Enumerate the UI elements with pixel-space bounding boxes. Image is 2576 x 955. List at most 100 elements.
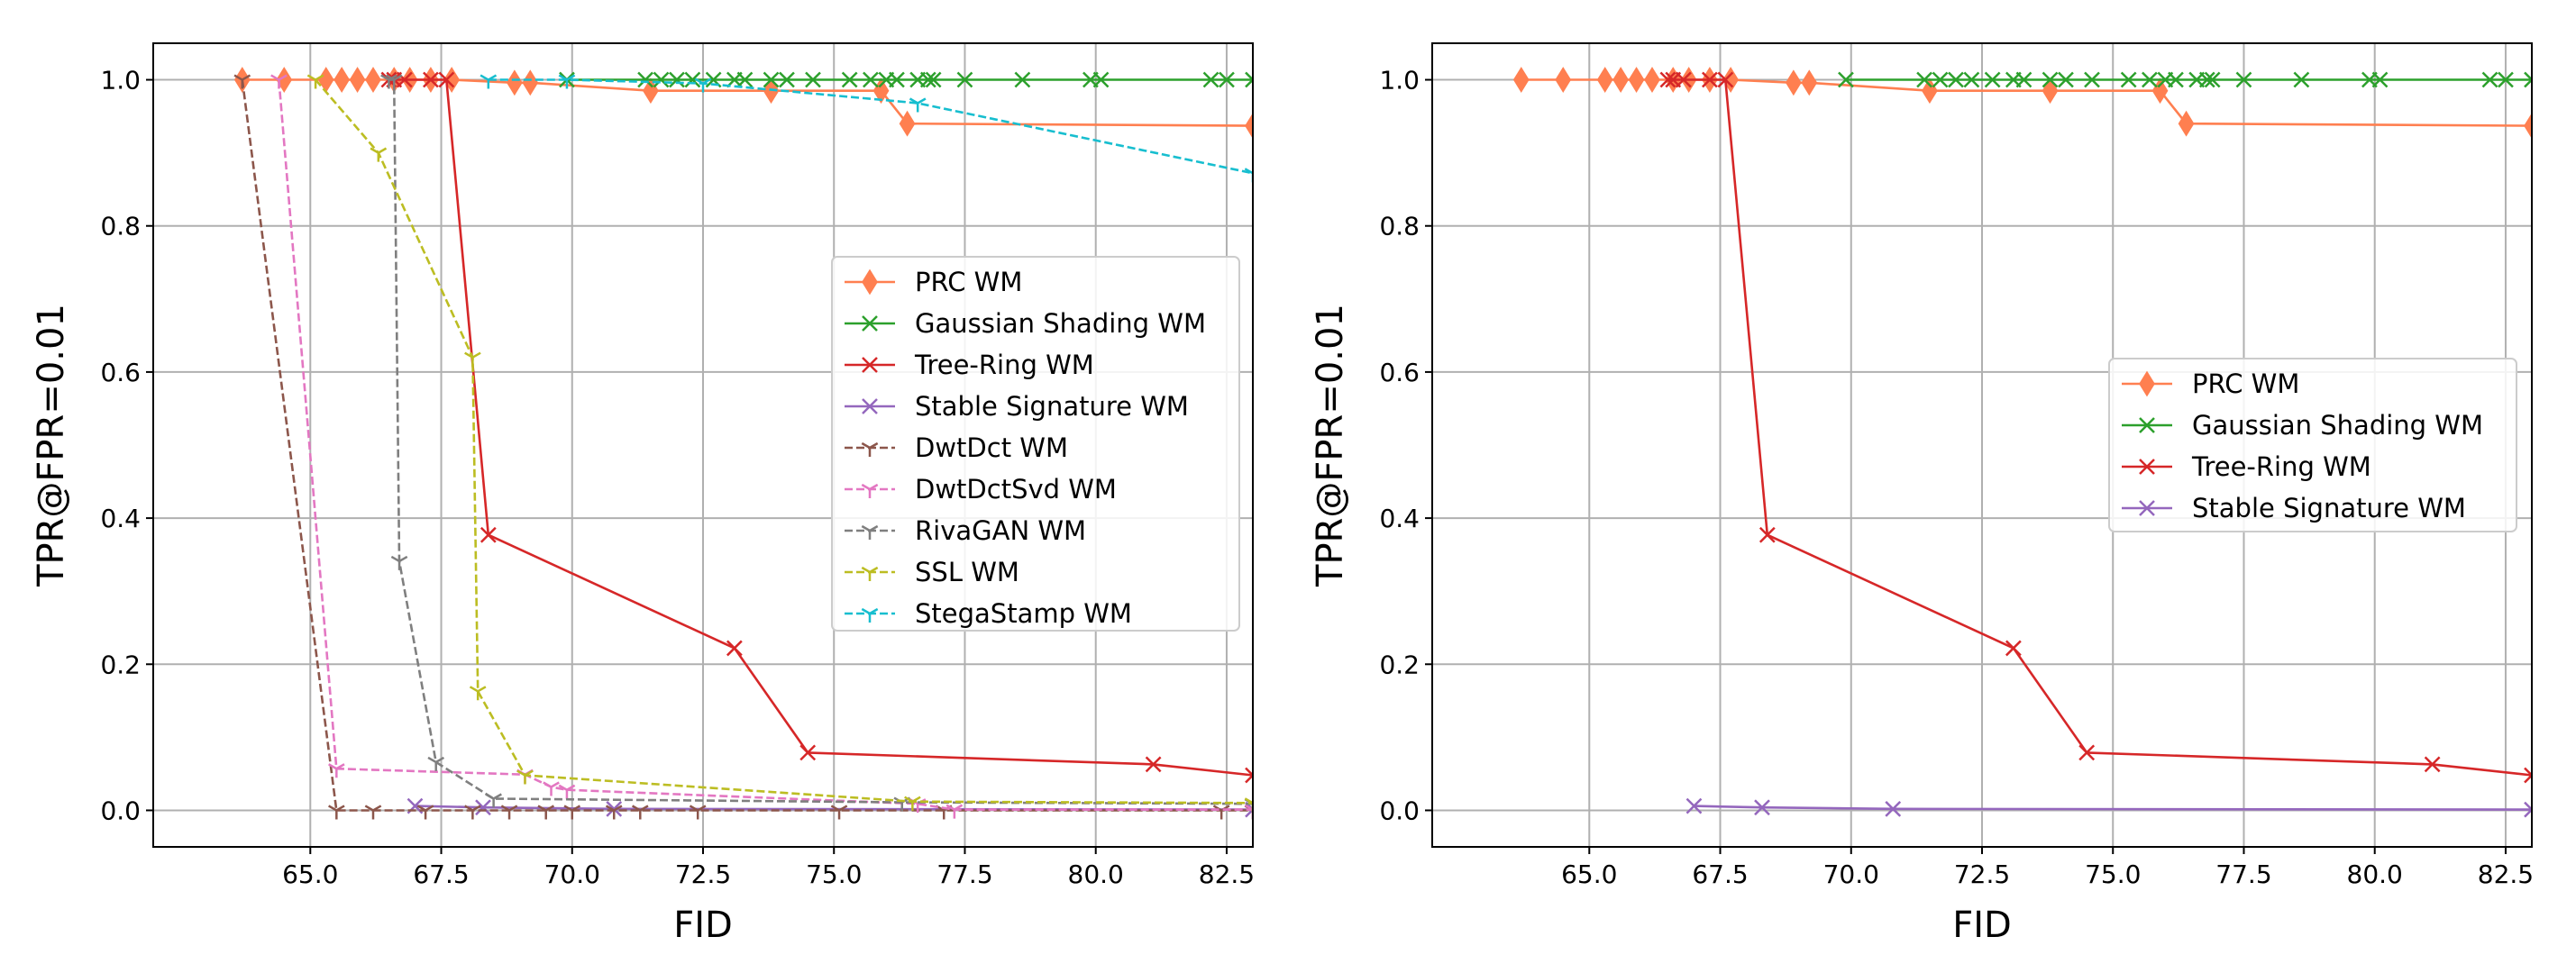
left-ssl-point: [516, 769, 534, 785]
right-gaussian-point: [1948, 71, 1964, 88]
right-treering-line: [1667, 78, 2532, 777]
left-gaussian-point: [779, 71, 795, 88]
left-stegastamp-point: [1244, 168, 1253, 183]
left-prc-point: [506, 69, 523, 96]
right-prc-point: [2042, 77, 2059, 105]
right-gaussian-point: [2498, 71, 2514, 88]
right-x-axis-label: FID: [1952, 905, 2012, 946]
left-legend-entry-stablesig: Stable Signature WM: [845, 391, 1189, 422]
right-legend-marker-gaussian: [2139, 417, 2155, 433]
left-ssl-point: [904, 796, 921, 811]
right-treering-point: [2524, 767, 2532, 784]
right-prc-point: [2178, 110, 2195, 137]
left-dwtdct-point: [830, 805, 848, 820]
left-legend-label-treering: Tree-Ring WM: [914, 350, 1094, 380]
left-legend-entry-ssl: SSL WM: [845, 557, 1019, 587]
left-stegastamp-point: [480, 74, 498, 89]
right-stablesig-point: [1685, 797, 1703, 814]
right-legend-label-prc: PRC WM: [2192, 368, 2299, 399]
left-x-tick-label: 67.5: [413, 860, 469, 889]
left-x-axis-label: FID: [673, 905, 733, 946]
left-series-gaussian: [559, 71, 1253, 88]
left-treering-point: [1245, 767, 1253, 784]
left-treering-point: [726, 640, 743, 657]
left-legend-entry-prc: PRC WM: [845, 267, 1022, 297]
left-dwtdctsvd-point: [328, 763, 345, 778]
left-gaussian-point: [669, 71, 685, 88]
left-prc-point: [349, 67, 366, 93]
left-gaussian-point: [956, 71, 973, 88]
left-rivagan-point: [380, 74, 397, 89]
right-gaussian-point: [1916, 71, 1932, 88]
left-gaussian-point: [736, 71, 754, 88]
right-legend-label-gaussian: Gaussian Shading WM: [2192, 410, 2483, 441]
left-gaussian-point: [841, 71, 858, 88]
left-dwtdct-point: [563, 805, 581, 820]
right-gaussian-point: [2235, 71, 2252, 88]
left-gaussian-point: [763, 71, 780, 88]
right-gaussian-point: [1984, 71, 2001, 88]
left-legend-entry-gaussian: Gaussian Shading WM: [845, 308, 1206, 339]
left-legend-label-rivagan: RivaGAN WM: [915, 515, 1086, 546]
left-legend-label-stegastamp: StegaStamp WM: [915, 598, 1132, 629]
left-ticks: 65.0 67.5 70.0 72.5 75.0 77.5 80.0 82.5 0.0 0.2 0.…: [100, 66, 1255, 889]
right-x-tick-label: 70.0: [1823, 860, 1879, 889]
right-gaussian-point: [2198, 71, 2215, 88]
left-legend: PRC WM Gaussian Shading WM Tree-Ring WM Sta…: [831, 256, 1240, 632]
left-series-rivagan: [380, 74, 1253, 814]
right-treering-point: [1758, 526, 1776, 543]
left-dwtdct-point: [328, 805, 345, 820]
left-legend-entry-treering: Tree-Ring WM: [845, 350, 1094, 380]
left-gaussian-point: [637, 71, 653, 88]
right-y-tick-label: 1.0: [1379, 66, 1420, 96]
left-series-dwtdct: [233, 74, 1253, 820]
left-dwtdct-point: [537, 805, 555, 820]
right-gaussian-point: [1932, 71, 1949, 88]
left-ssl-point: [306, 74, 324, 89]
left-gaussian-point: [889, 71, 905, 88]
left-dwtdct-point: [689, 805, 707, 820]
left-ssl-point: [464, 351, 481, 367]
right-x-tick-label: 82.5: [2478, 860, 2534, 889]
right-legend-marker-prc: [2139, 370, 2155, 397]
right-gaussian-point: [1838, 71, 1854, 88]
right-x-tick-label: 77.5: [2215, 860, 2271, 889]
right-panel: 65.0 67.5 70.0 72.5 75.0 77.5 80.0 82.5 0.0 0.2 0.…: [1310, 42, 2534, 946]
left-x-tick-label: 77.5: [936, 860, 992, 889]
left-gaussian-point: [805, 71, 821, 88]
right-gaussian-point: [2168, 71, 2184, 88]
left-legend-box: [831, 256, 1240, 632]
left-legend-marker-stablesig: [862, 398, 878, 414]
left-rivagan-point: [485, 793, 502, 808]
right-y-tick-label: 0.2: [1379, 650, 1420, 679]
right-stablesig-point: [1754, 799, 1770, 816]
left-legend-entry-rivagan: RivaGAN WM: [845, 515, 1086, 546]
left-dwtdctsvd-point: [543, 781, 560, 796]
left-dwtdct-point: [605, 805, 623, 820]
left-series-stegastamp: [480, 74, 1253, 183]
right-x-tick-label: 65.0: [1561, 860, 1617, 889]
left-legend-entry-stegastamp: StegaStamp WM: [845, 598, 1132, 629]
right-prc-point: [1512, 67, 1530, 93]
right-treering-point: [2078, 744, 2096, 761]
right-series-treering: [1659, 71, 2532, 784]
left-gaussian-point: [919, 71, 936, 88]
left-y-axis-label: TPR@FPR=0.01: [31, 304, 72, 587]
right-gaussian-point: [2058, 71, 2074, 88]
left-gaussian-point: [863, 71, 879, 88]
left-stegastamp-point: [909, 97, 927, 113]
right-legend: PRC WM Gaussian Shading WM Tree-Ring WM Sta…: [2108, 358, 2517, 532]
right-x-tick-label: 75.0: [2085, 860, 2141, 889]
right-prc-point: [1596, 67, 1613, 93]
right-legend-box: [2108, 358, 2517, 532]
left-panel: 65.0 67.5 70.0 72.5 75.0 77.5 80.0 82.5 0.0 0.2 0.…: [31, 42, 1255, 946]
right-legend-entry-prc: PRC WM: [2122, 368, 2299, 399]
left-dwtdctsvd-point: [270, 74, 288, 89]
left-legend-marker-treering: [862, 357, 878, 373]
right-treering-point: [1659, 71, 1676, 88]
left-legend-label-gaussian: Gaussian Shading WM: [915, 308, 1206, 339]
right-gaussian-point: [2042, 71, 2059, 88]
left-gaussian-point: [1219, 71, 1235, 88]
left-treering-point: [423, 71, 439, 88]
